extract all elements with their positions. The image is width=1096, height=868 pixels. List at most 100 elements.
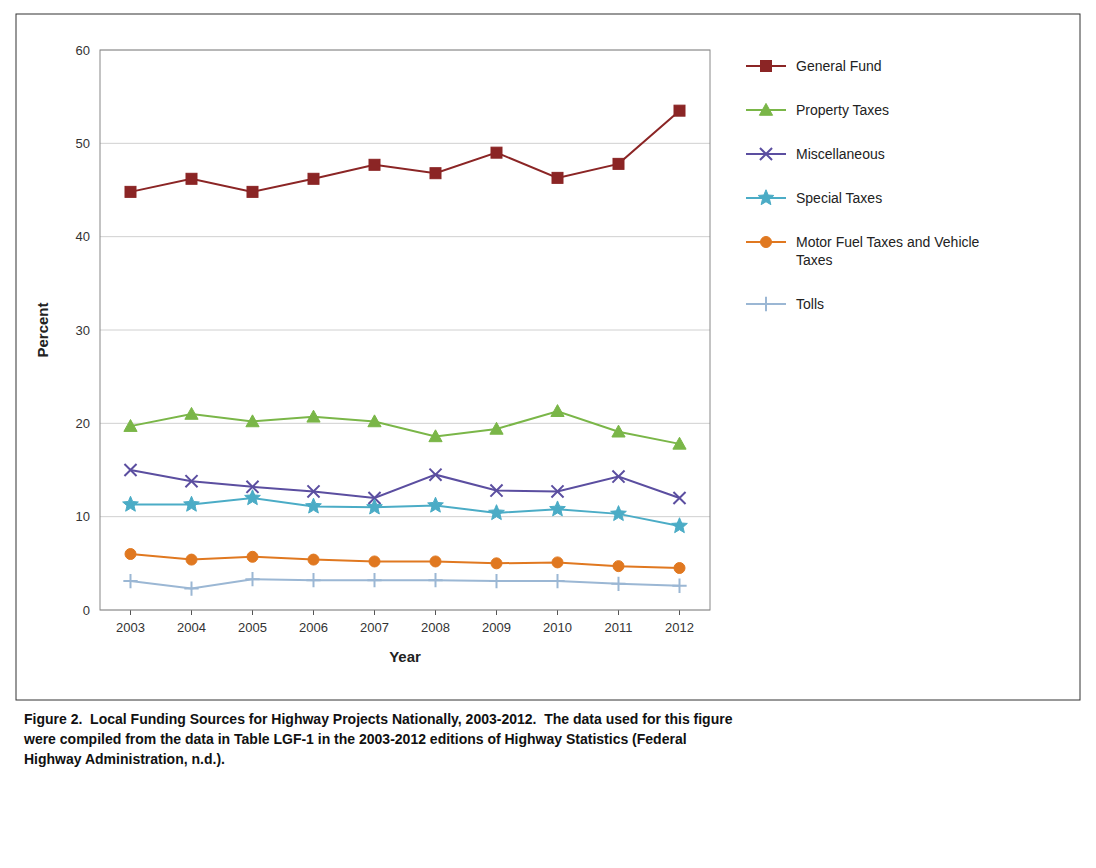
legend-label-line: Special Taxes: [796, 190, 882, 206]
legend-label-line: Motor Fuel Taxes and Vehicle: [796, 234, 980, 250]
x-tick: [130, 610, 131, 615]
marker: [124, 464, 136, 476]
x-tick-label: 2010: [543, 620, 572, 635]
legend-label-line: Tolls: [796, 296, 824, 312]
caption-line: were compiled from the data in Table LGF…: [23, 731, 687, 747]
legend-entry: Special Taxes: [746, 190, 882, 206]
y-tick-label: 60: [76, 43, 90, 58]
legend-marker: [761, 61, 772, 72]
series: [124, 405, 686, 450]
x-tick-label: 2004: [177, 620, 206, 635]
marker: [490, 484, 502, 496]
x-tick: [496, 610, 497, 615]
series-line: [131, 470, 680, 498]
chart: 0102030405060200320042005200620072008200…: [0, 0, 1096, 868]
marker: [612, 425, 625, 437]
y-ticks: 0 10 20 30 40 50 60: [76, 43, 90, 618]
legend-marker: [760, 148, 772, 160]
marker: [491, 147, 502, 158]
marker: [184, 581, 198, 595]
legend-label: Property Taxes: [796, 102, 889, 118]
x-tick: [557, 610, 558, 615]
marker: [613, 561, 624, 572]
x-tick: [252, 610, 253, 615]
marker: [550, 501, 566, 516]
marker: [308, 554, 319, 565]
marker: [491, 558, 502, 569]
x-tick: [374, 610, 375, 615]
grid-line: [100, 330, 710, 331]
series-line: [131, 111, 680, 192]
x-tick: [313, 610, 314, 615]
marker: [489, 505, 505, 520]
series: [124, 464, 685, 504]
x-tick-label: 2008: [421, 620, 450, 635]
legend-marker: [759, 297, 773, 311]
marker: [611, 577, 625, 591]
legend-entry: Miscellaneous: [746, 146, 885, 162]
y-tick-label: 30: [76, 323, 90, 338]
plot-frame: [100, 50, 710, 610]
x-tick-label: 2012: [665, 620, 694, 635]
series: [123, 490, 688, 533]
marker: [429, 469, 441, 481]
marker: [551, 485, 563, 497]
legend-entry: Tolls: [746, 296, 824, 312]
x-axis-label: Year: [389, 648, 421, 665]
x-tick-label: 2006: [299, 620, 328, 635]
marker: [125, 186, 136, 197]
legend-entry: General Fund: [746, 58, 882, 74]
x-tick-label: 2005: [238, 620, 267, 635]
marker: [674, 563, 685, 574]
marker: [308, 173, 319, 184]
legend-label: General Fund: [796, 58, 882, 74]
legend: General Fund Property Taxes Miscellaneous S…: [746, 58, 980, 312]
marker: [186, 173, 197, 184]
y-tick-label: 20: [76, 416, 90, 431]
marker: [369, 556, 380, 567]
marker: [611, 506, 627, 521]
marker: [490, 422, 503, 434]
marker: [428, 573, 442, 587]
marker: [246, 415, 259, 427]
y-tick-label: 10: [76, 509, 90, 524]
series-line: [131, 411, 680, 444]
caption: Figure 2. Local Funding Sources for High…: [23, 711, 733, 767]
marker: [672, 518, 688, 533]
y-tick-label: 50: [76, 136, 90, 151]
marker: [306, 573, 320, 587]
x-tick: [191, 610, 192, 615]
caption-line: Figure 2. Local Funding Sources for High…: [24, 711, 733, 727]
marker: [613, 158, 624, 169]
marker: [186, 554, 197, 565]
outer-frame: [16, 14, 1080, 700]
marker: [672, 579, 686, 593]
y-tick-label: 0: [83, 603, 90, 618]
marker: [552, 172, 563, 183]
x-tick: [679, 610, 680, 615]
series-line: [131, 498, 680, 526]
x-tick-label: 2011: [605, 620, 633, 635]
marker: [551, 405, 564, 417]
marker: [673, 437, 686, 449]
marker: [489, 574, 503, 588]
marker: [123, 496, 139, 511]
legend-marker: [759, 103, 772, 115]
marker: [185, 475, 197, 487]
marker: [123, 574, 137, 588]
marker: [306, 498, 322, 513]
marker: [369, 159, 380, 170]
marker: [430, 556, 441, 567]
x-ticks: 2003200420052006200720082009201020112012: [116, 610, 694, 635]
legend-entry: Motor Fuel Taxes and Vehicle Taxes: [746, 234, 980, 268]
legend-label-line: Taxes: [796, 252, 833, 268]
marker: [367, 499, 383, 514]
marker: [245, 572, 259, 586]
legend-label-line: General Fund: [796, 58, 882, 74]
marker: [552, 557, 563, 568]
x-tick: [435, 610, 436, 615]
y-tick-label: 40: [76, 229, 90, 244]
x-tick: [618, 610, 619, 615]
legend-marker: [761, 237, 772, 248]
grid-line: [100, 143, 710, 144]
